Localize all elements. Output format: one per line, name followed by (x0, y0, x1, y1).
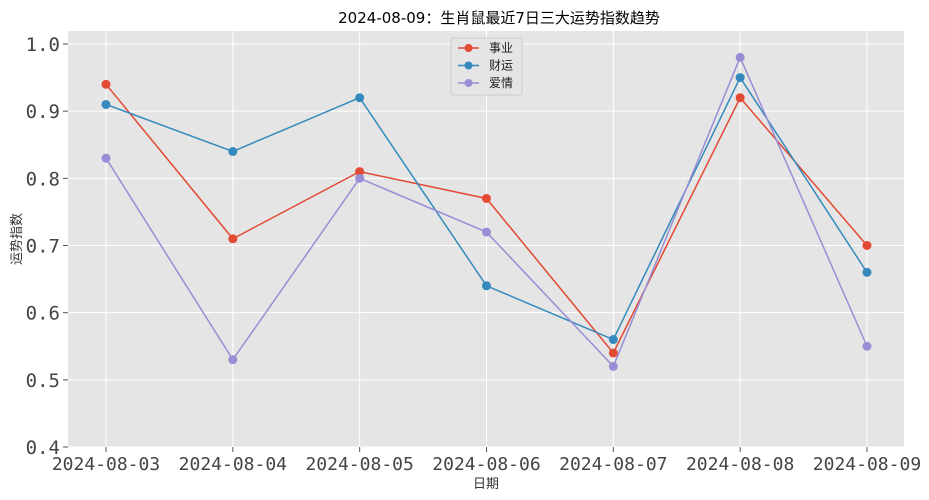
series-group (101, 52, 872, 371)
data-point (862, 341, 872, 351)
x-tick-label: 2024-08-05 (305, 454, 413, 475)
data-point (355, 167, 365, 177)
y-tick-label: 0.8 (26, 168, 60, 190)
x-axis: 2024-08-03 2024-08-04 2024-08-05 2024-08-06… (52, 447, 921, 475)
legend-marker (464, 44, 473, 52)
data-point (862, 241, 872, 250)
x-tick-label: 2024-08-06 (432, 454, 540, 475)
y-axis: 0.4 0.5 0.6 0.7 0.8 0.9 1.0 (26, 34, 68, 459)
y-tick-label: 0.4 (26, 437, 60, 459)
x-axis-label: 日期 (473, 477, 499, 492)
data-point (355, 93, 365, 103)
data-point (735, 52, 745, 62)
x-tick-label: 2024-08-08 (686, 454, 794, 475)
data-point (101, 153, 111, 163)
data-point (608, 348, 618, 358)
data-point (228, 146, 238, 156)
data-point (481, 281, 491, 291)
legend-label: 爱情 (489, 76, 513, 90)
y-tick-label: 1.0 (26, 34, 60, 56)
data-point (101, 79, 111, 89)
chart-title: 2024-08-09：生肖鼠最近7日三大运势指数趋势 (338, 9, 660, 27)
legend-label: 财运 (489, 59, 513, 73)
legend-marker (464, 61, 473, 70)
data-point (608, 361, 618, 371)
data-point (228, 234, 238, 244)
y-tick-label: 0.9 (26, 101, 60, 123)
data-point (101, 99, 111, 109)
y-tick-label: 0.5 (26, 370, 60, 392)
x-tick-label: 2024-08-03 (52, 454, 160, 475)
data-point (355, 173, 365, 183)
legend-marker (464, 79, 473, 87)
x-tick-label: 2024-08-07 (559, 454, 667, 475)
data-point (481, 193, 491, 203)
x-tick-label: 2024-08-09 (813, 454, 921, 475)
data-point (608, 335, 618, 345)
y-axis-label: 运势指数 (9, 213, 25, 265)
y-tick-label: 0.6 (26, 303, 60, 325)
data-point (481, 227, 491, 237)
data-point (862, 267, 872, 277)
x-tick-label: 2024-08-04 (179, 454, 287, 475)
data-point (735, 93, 745, 103)
legend-label: 事业 (489, 41, 513, 55)
data-point (228, 355, 238, 365)
data-point (735, 73, 745, 83)
y-tick-label: 0.7 (26, 236, 60, 258)
